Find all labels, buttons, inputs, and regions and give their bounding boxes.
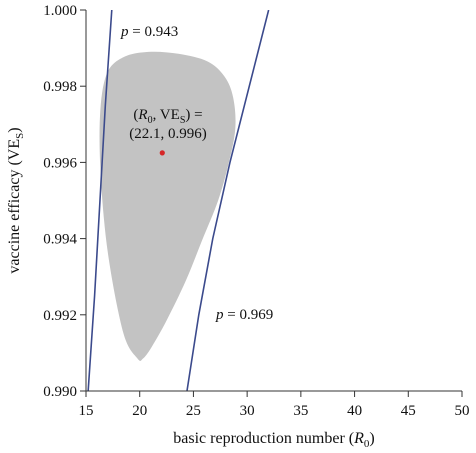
confidence-region-layer bbox=[99, 51, 236, 361]
annotation-layer: p = 0.943 p = 0.969 (R0, VES) =(22.1, 0.99… bbox=[120, 24, 273, 323]
x-tick-label: 30 bbox=[240, 403, 255, 419]
x-tick-label: 15 bbox=[79, 403, 94, 419]
contour-label-1: p = 0.943 bbox=[120, 24, 178, 40]
y-tick-label: 0.994 bbox=[43, 232, 77, 248]
contour-lines-layer bbox=[87, 10, 270, 391]
x-tick-label: 45 bbox=[401, 403, 416, 419]
y-tick-label: 0.996 bbox=[43, 155, 77, 171]
y-tick-label: 0.998 bbox=[43, 79, 77, 95]
x-axis-label: basic reproduction number (R0) bbox=[173, 430, 374, 450]
confidence-region bbox=[99, 51, 236, 361]
y-axis-label: vaccine efficacy (VES) bbox=[6, 127, 26, 273]
contour-line-2 bbox=[186, 10, 270, 391]
x-tick-label: 40 bbox=[347, 403, 362, 419]
y-tick-label: 0.992 bbox=[43, 308, 77, 324]
estimate-label-line2: (22.1, 0.996) bbox=[129, 126, 207, 142]
x-tick-label: 25 bbox=[186, 403, 201, 419]
estimate-label-line1: (R0, VES) = bbox=[133, 107, 202, 126]
x-tick-label: 50 bbox=[455, 403, 470, 419]
contour-label-2: p = 0.969 bbox=[215, 307, 273, 323]
y-tick-label: 1.000 bbox=[43, 3, 77, 19]
estimate-point bbox=[159, 150, 165, 156]
x-tick-label: 35 bbox=[293, 403, 308, 419]
y-tick-label: 0.990 bbox=[43, 384, 77, 400]
axes-layer: 15 20 25 30 35 40 45 50 0.990 0.992 0.994 0.996 0.99… bbox=[6, 3, 470, 450]
x-tick-label: 20 bbox=[132, 403, 147, 419]
contour-line-1 bbox=[87, 10, 113, 391]
